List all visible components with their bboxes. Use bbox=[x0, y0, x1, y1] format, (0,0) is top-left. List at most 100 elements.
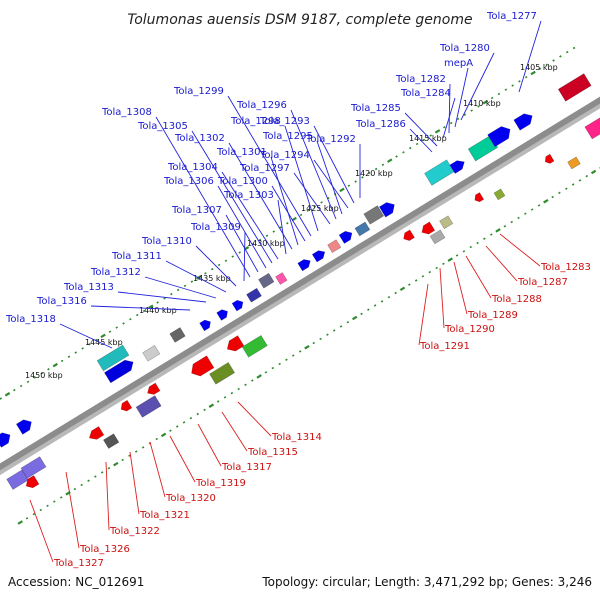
gene-upper-22-shape bbox=[487, 126, 511, 148]
lower-leader-line bbox=[485, 245, 518, 282]
scale-tick bbox=[60, 359, 64, 363]
scale-tick bbox=[108, 330, 112, 333]
scale-tick bbox=[217, 263, 221, 267]
scale-tick bbox=[381, 163, 385, 166]
scale-tick bbox=[313, 205, 316, 208]
scale-tick bbox=[40, 372, 43, 375]
lower-gene-label: Tola_1322 bbox=[109, 526, 160, 537]
gene-upper-5 bbox=[169, 327, 186, 343]
scale-tick bbox=[497, 92, 501, 96]
lower-leader-line bbox=[418, 283, 429, 346]
gene-lower-11-shape bbox=[241, 335, 268, 358]
upper-gene-label: Tola_1304 bbox=[167, 162, 218, 173]
upper-leader-line bbox=[442, 97, 456, 139]
upper-leader-line bbox=[155, 116, 251, 278]
scale-tick bbox=[13, 388, 16, 392]
scale-tick bbox=[312, 341, 316, 345]
lower-leader-line bbox=[29, 499, 54, 563]
scale-tick bbox=[175, 425, 179, 428]
scale-label: 1435 kbp bbox=[193, 274, 231, 283]
scale-tick bbox=[208, 403, 215, 408]
upper-leader-line bbox=[195, 245, 237, 287]
scale-tick bbox=[399, 286, 406, 292]
scale-tick bbox=[559, 55, 562, 58]
gene-lower-2 bbox=[25, 475, 40, 489]
scale-tick bbox=[415, 142, 419, 146]
gene-upper-9-shape bbox=[246, 287, 262, 303]
lower-leader-line bbox=[197, 423, 222, 467]
gene-upper-15-shape bbox=[338, 230, 353, 244]
scale-tick bbox=[52, 362, 58, 368]
scale-label: 1415 kbp bbox=[409, 134, 447, 143]
upper-gene-label: Tola_1310 bbox=[141, 236, 192, 247]
gene-upper-4 bbox=[142, 345, 161, 362]
lower-gene-label: Tola_1319 bbox=[195, 478, 246, 489]
scale-tick bbox=[182, 421, 186, 424]
upper-gene-label: Tola_1294 bbox=[259, 150, 310, 161]
gene-lower-13-shape bbox=[421, 221, 436, 235]
scale-tick bbox=[169, 429, 172, 432]
scale-tick bbox=[237, 387, 240, 391]
scale-tick bbox=[88, 343, 91, 346]
gene-lower-14-shape bbox=[439, 215, 454, 230]
scale-tick bbox=[571, 183, 575, 186]
gene-lower-12-shape bbox=[403, 229, 415, 241]
scale-tick bbox=[332, 329, 336, 332]
scale-tick bbox=[100, 333, 106, 339]
upper-leader-line bbox=[293, 172, 331, 225]
scale-tick bbox=[469, 245, 473, 249]
scale-tick bbox=[578, 179, 582, 182]
gene-upper-23 bbox=[513, 113, 533, 131]
scale-tick bbox=[53, 500, 56, 503]
upper-gene-label: Tola_1292 bbox=[305, 134, 356, 145]
gene-lower-4 bbox=[103, 433, 120, 449]
gene-lower-11 bbox=[241, 335, 268, 358]
upper-leader-line bbox=[277, 199, 287, 255]
upper-gene-label: Tola_1298 bbox=[230, 116, 281, 127]
scale-tick bbox=[434, 129, 441, 134]
scale-tick bbox=[503, 225, 507, 228]
scale-tick bbox=[346, 321, 350, 324]
scale-tick bbox=[435, 266, 438, 270]
lower-leader-line bbox=[129, 451, 140, 515]
scale-tick bbox=[374, 167, 378, 171]
upper-gene-label: Tola_1303 bbox=[223, 190, 274, 201]
scale-tick bbox=[271, 366, 275, 370]
scale-label: 1430 kbp bbox=[247, 239, 285, 248]
scale-tick bbox=[517, 216, 520, 220]
gene-lower-2-shape bbox=[25, 475, 40, 489]
gene-lower-0 bbox=[6, 469, 29, 490]
scale-tick bbox=[251, 379, 254, 382]
scale-tick bbox=[421, 275, 425, 278]
scale-tick bbox=[94, 475, 97, 478]
gene-lower-20-shape bbox=[584, 114, 600, 140]
upper-leader-line bbox=[313, 125, 355, 204]
scale-tick bbox=[504, 88, 508, 91]
scale-tick bbox=[216, 400, 220, 403]
scale-tick bbox=[128, 454, 131, 457]
gene-upper-14 bbox=[327, 239, 342, 254]
scale-tick bbox=[429, 134, 433, 137]
scale-label: 1450 kbp bbox=[25, 371, 63, 380]
scale-tick bbox=[347, 184, 351, 187]
scale-tick bbox=[510, 220, 514, 224]
scale-tick bbox=[256, 374, 262, 379]
upper-gene-label: Tola_1308 bbox=[101, 107, 152, 118]
scale-tick bbox=[238, 251, 241, 254]
gene-lower-7-shape bbox=[147, 382, 161, 395]
scale-tick bbox=[476, 241, 479, 245]
scale-tick bbox=[456, 117, 460, 121]
scale-tick bbox=[483, 237, 486, 240]
upper-leader-line bbox=[59, 323, 113, 349]
scale-tick bbox=[264, 371, 268, 374]
upper-gene-label: Tola_1305 bbox=[137, 121, 188, 132]
lower-leader-line bbox=[65, 471, 80, 549]
map-title: Tolumonas auensis DSM 9187, complete gen… bbox=[127, 12, 472, 28]
upper-gene-label: Tola_1293 bbox=[259, 116, 310, 127]
gene-upper-10-shape bbox=[258, 272, 275, 289]
scale-label: 1445 kbp bbox=[85, 338, 123, 347]
scale-tick bbox=[572, 46, 576, 50]
lower-gene-label: Tola_1326 bbox=[79, 544, 130, 555]
scale-tick bbox=[231, 255, 235, 258]
